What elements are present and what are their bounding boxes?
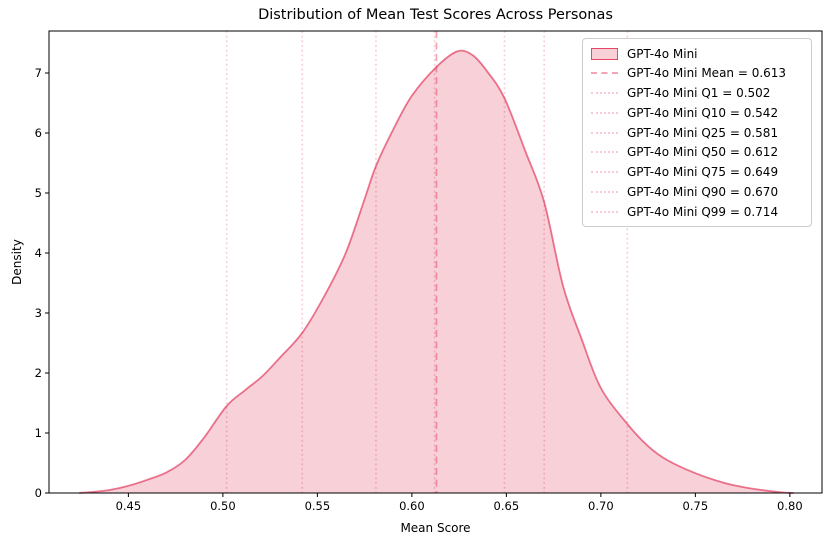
kde-line	[79, 49, 794, 494]
legend-entry-q99: GPT-4o Mini Q99 = 0.714	[591, 202, 803, 221]
q75-line-sample-icon	[591, 171, 618, 173]
legend-entry-q90: GPT-4o Mini Q90 = 0.670	[591, 182, 803, 201]
x-tick-label-0.45: 0.45	[115, 499, 142, 513]
legend-entry-q99-label: GPT-4o Mini Q99 = 0.714	[627, 204, 779, 219]
y-tick-label-0: 0	[34, 486, 42, 500]
y-tick-label-2: 2	[34, 366, 42, 380]
legend: GPT-4o Mini GPT-4o Mini Mean = 0.613 GPT-4…	[582, 38, 812, 227]
q50-line-sample-icon	[591, 151, 618, 154]
legend-entry-mean: GPT-4o Mini Mean = 0.613	[591, 64, 803, 83]
y-tick-label-4: 4	[34, 246, 42, 260]
y-tick-label-1: 1	[34, 426, 42, 440]
legend-entry-series-label: GPT-4o Mini	[627, 46, 698, 61]
q10-line-sample-icon	[591, 111, 618, 114]
legend-entry-q75: GPT-4o Mini Q75 = 0.649	[591, 163, 803, 182]
x-tick-label-0.50: 0.50	[210, 499, 236, 513]
x-tick-label-0.80: 0.80	[777, 499, 803, 513]
chart-title: Distribution of Mean Test Scores Across …	[258, 7, 613, 23]
legend-entry-q1: GPT-4o Mini Q1 = 0.502	[591, 84, 803, 103]
legend-entry-q10: GPT-4o Mini Q10 = 0.542	[591, 103, 803, 122]
y-tick-label-3: 3	[34, 306, 42, 320]
q99-line-sample-icon	[591, 210, 618, 213]
x-tick-label-0.60: 0.60	[399, 499, 425, 513]
legend-entry-q75-label: GPT-4o Mini Q75 = 0.649	[627, 165, 779, 179]
x-tick-label-0.55: 0.55	[304, 499, 331, 513]
y-tick-label-5: 5	[34, 186, 42, 200]
legend-entry-q25: GPT-4o Mini Q25 = 0.581	[591, 123, 803, 142]
q1-line-sample-icon	[591, 92, 618, 94]
legend-entry-q1-label: GPT-4o Mini Q1 = 0.502	[627, 86, 771, 100]
legend-entry-q10-label: GPT-4o Mini Q10 = 0.542	[627, 105, 779, 120]
axes-frame	[48, 30, 823, 494]
q25-line-sample-icon	[591, 131, 618, 134]
kde-fill	[79, 50, 794, 494]
y-tick-label-6: 6	[34, 126, 42, 140]
q90-line-sample-icon	[591, 190, 618, 193]
legend-entry-q25-label: GPT-4o Mini Q25 = 0.581	[627, 125, 779, 140]
kde-swatch-icon	[591, 47, 618, 60]
legend-entry-q50-label: GPT-4o Mini Q50 = 0.612	[627, 145, 779, 160]
mean-line-sample-icon	[591, 72, 618, 75]
x-tick-label-0.75: 0.75	[682, 499, 709, 513]
legend-entry-mean-label: GPT-4o Mini Mean = 0.613	[627, 66, 787, 81]
y-tick-label-7: 7	[34, 66, 42, 80]
legend-entry-series: GPT-4o Mini	[591, 44, 803, 63]
legend-entry-q90-label: GPT-4o Mini Q90 = 0.670	[627, 184, 779, 199]
x-tick-label-0.70: 0.70	[588, 499, 614, 513]
x-axis-label: Mean Score	[400, 521, 471, 535]
y-axis-label: Density	[10, 239, 24, 285]
legend-entry-q50: GPT-4o Mini Q50 = 0.612	[591, 143, 803, 162]
x-tick-label-0.65: 0.65	[493, 499, 520, 513]
